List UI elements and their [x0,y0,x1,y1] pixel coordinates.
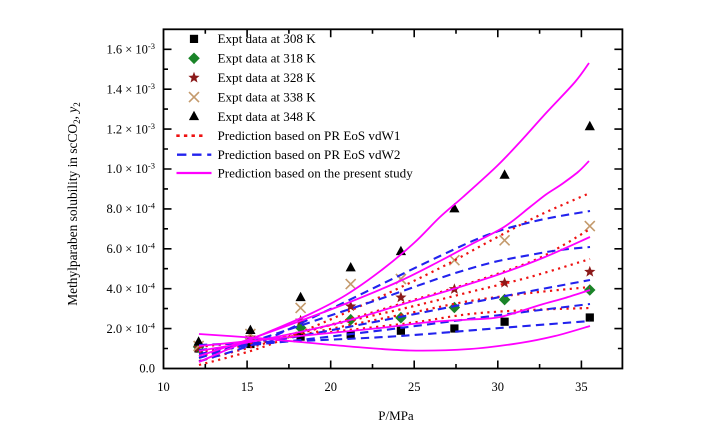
svg-text:1.0 × 10-3: 1.0 × 10-3 [106,161,155,177]
svg-text:1.2 × 10-3: 1.2 × 10-3 [106,121,155,137]
svg-text:Prediction based on PR EoS vdW: Prediction based on PR EoS vdW1 [218,128,401,143]
svg-text:Expt data at 308 K: Expt data at 308 K [218,31,317,46]
svg-text:P/MPa: P/MPa [378,408,414,423]
svg-text:Prediction based on PR EoS vdW: Prediction based on PR EoS vdW2 [218,147,401,162]
svg-text:2.0 × 10-4: 2.0 × 10-4 [106,320,155,336]
svg-text:1.4 × 10-3: 1.4 × 10-3 [106,81,155,97]
svg-text:8.0 × 10-4: 8.0 × 10-4 [106,201,155,217]
svg-text:15: 15 [241,380,254,394]
svg-text:4.0 × 10-4: 4.0 × 10-4 [106,280,155,296]
svg-text:Expt data at 338 K: Expt data at 338 K [218,89,317,104]
svg-text:35: 35 [575,380,588,394]
svg-text:30: 30 [492,380,505,394]
svg-text:Prediction based on the presen: Prediction based on the present study [218,165,414,180]
svg-text:Methylparaben solubility in sc: Methylparaben solubility in scCO2, y2 [65,102,82,306]
svg-text:Expt data at 328 K: Expt data at 328 K [218,70,317,85]
svg-text:10: 10 [157,380,170,394]
svg-text:6.0 × 10-4: 6.0 × 10-4 [106,241,155,257]
svg-text:Expt data at 318 K: Expt data at 318 K [218,51,317,66]
svg-text:20: 20 [324,380,337,394]
svg-text:Expt data at 348 K: Expt data at 348 K [218,109,317,124]
svg-text:25: 25 [408,380,421,394]
svg-text:0.0: 0.0 [139,362,155,376]
svg-text:1.6 × 10-3: 1.6 × 10-3 [106,41,155,57]
